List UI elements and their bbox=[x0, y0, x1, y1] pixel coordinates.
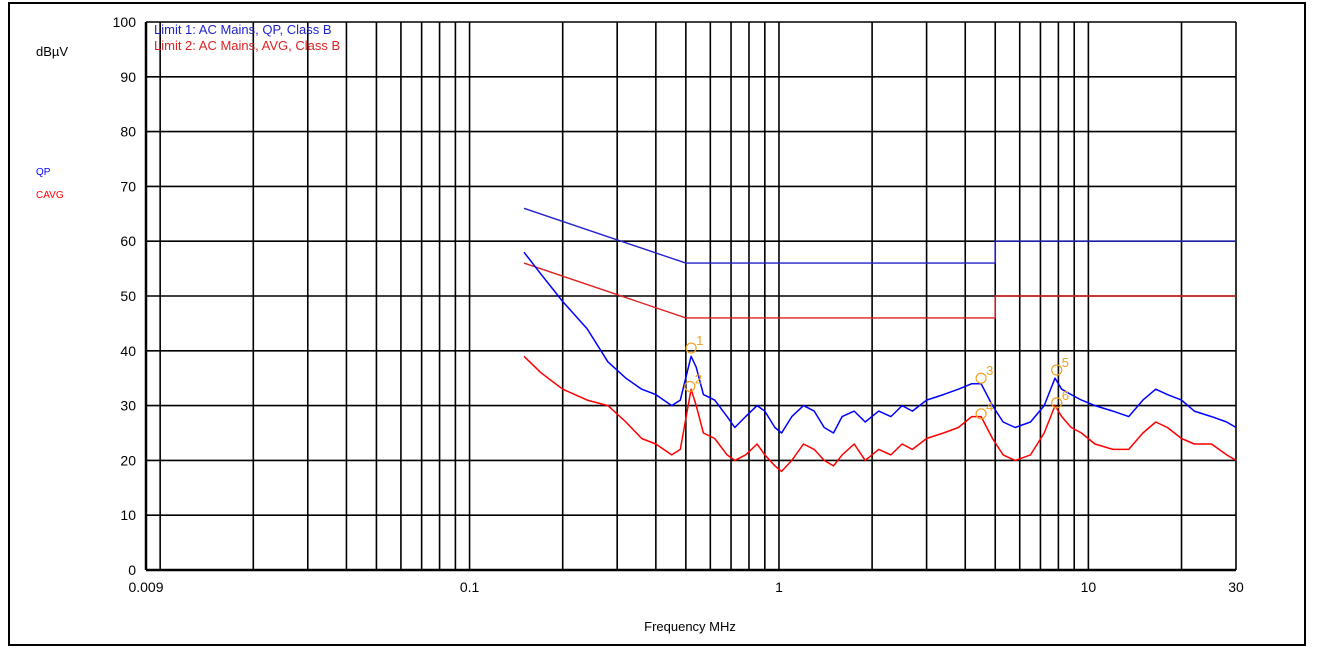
peak-marker-2 bbox=[684, 380, 696, 393]
peak-markers: 1 2 3 4 5 6 bbox=[684, 333, 1069, 420]
chart-frame: 1 2 3 4 5 6 0 10 20 30 40 50 60 70 80 90 100 0.009 0.1 1 10… bbox=[8, 2, 1306, 646]
y-tick-label: 60 bbox=[120, 233, 136, 249]
y-tick-label: 70 bbox=[120, 178, 136, 194]
peak-marker-label-1: 1 bbox=[696, 333, 703, 348]
x-axis-label: Frequency MHz bbox=[644, 619, 736, 634]
limit-line-2 bbox=[523, 262, 1236, 319]
trace-legend-qp: QP bbox=[36, 167, 51, 178]
y-tick-label: 10 bbox=[120, 507, 136, 523]
y-tick-label: 90 bbox=[120, 69, 136, 85]
legend-entry-limit-1: Limit 1: AC Mains, QP, Class B bbox=[154, 22, 332, 37]
axes bbox=[144, 22, 1236, 572]
grid bbox=[146, 21, 1237, 570]
legend-entry-limit-2: Limit 2: AC Mains, AVG, Class B bbox=[154, 38, 340, 53]
peak-marker-1 bbox=[685, 342, 697, 354]
y-tick-label: 0 bbox=[128, 562, 136, 578]
peak-marker-label-5: 5 bbox=[1062, 355, 1069, 370]
trace-legend-cavg: CAVG bbox=[36, 190, 64, 201]
peak-marker-5 bbox=[1051, 364, 1063, 376]
peak-marker-4 bbox=[975, 408, 987, 420]
peak-marker-3 bbox=[975, 372, 987, 384]
peak-marker-label-2: 2 bbox=[695, 371, 702, 386]
tick-labels: 0 10 20 30 40 50 60 70 80 90 100 0.009 0.1 1 10 30 bbox=[113, 14, 1244, 595]
peak-marker-label-6: 6 bbox=[1062, 388, 1069, 403]
x-tick-label: 1 bbox=[775, 579, 783, 595]
peak-marker-label-4: 4 bbox=[986, 399, 993, 414]
y-tick-label: 40 bbox=[120, 343, 136, 359]
measurement-traces bbox=[523, 251, 1237, 473]
cavg-trace bbox=[523, 355, 1237, 473]
y-tick-label: 50 bbox=[120, 288, 136, 304]
x-tick-label: 0.009 bbox=[128, 579, 163, 595]
emi-chart: 1 2 3 4 5 6 0 10 20 30 40 50 60 70 80 90 100 0.009 0.1 1 10… bbox=[36, 14, 1244, 634]
x-tick-label: 30 bbox=[1228, 579, 1244, 595]
limit-line-1 bbox=[523, 207, 1236, 264]
y-tick-label: 100 bbox=[113, 14, 137, 30]
peak-marker-6 bbox=[1051, 397, 1063, 409]
y-axis-unit-label: dBµV bbox=[36, 44, 68, 59]
qp-trace bbox=[523, 251, 1237, 434]
y-tick-label: 20 bbox=[120, 452, 136, 468]
y-tick-label: 80 bbox=[120, 124, 136, 140]
limit-lines bbox=[523, 207, 1236, 319]
x-tick-label: 0.1 bbox=[460, 579, 480, 595]
y-tick-label: 30 bbox=[120, 398, 136, 414]
peak-marker-label-3: 3 bbox=[986, 363, 993, 378]
x-tick-label: 10 bbox=[1081, 579, 1097, 595]
